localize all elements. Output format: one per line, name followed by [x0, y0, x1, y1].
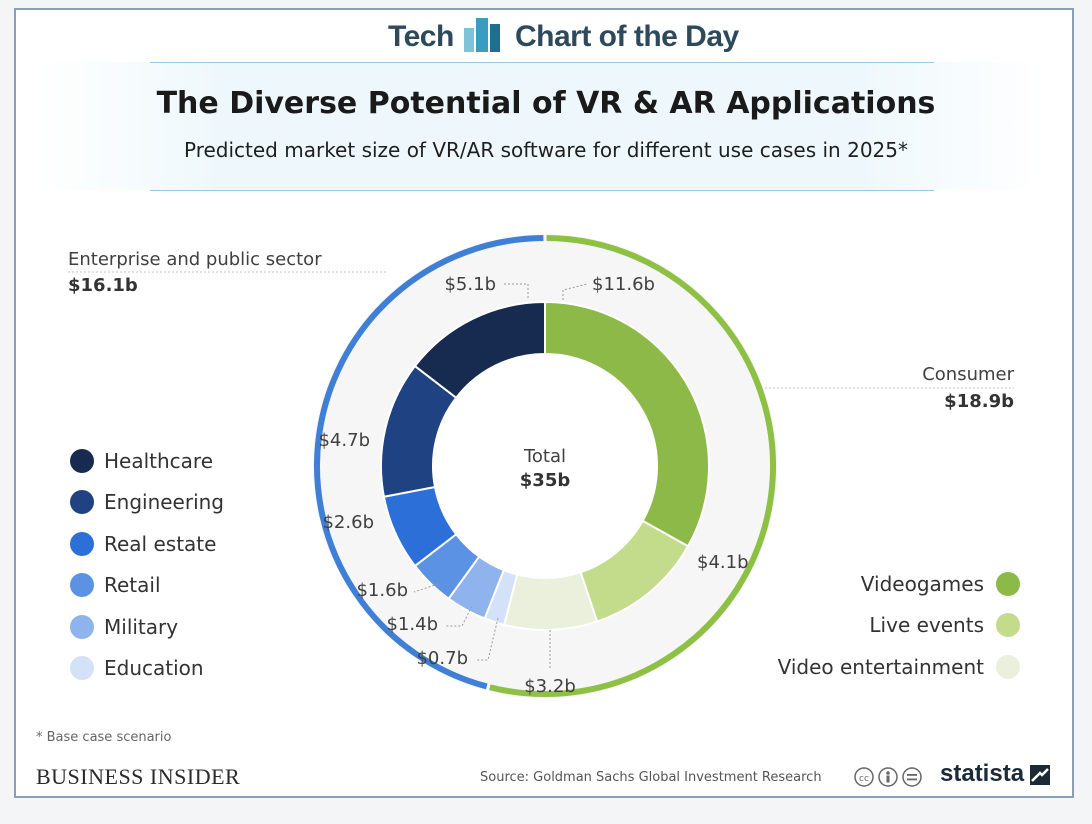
slice-videogames — [544, 300, 710, 548]
legend-swatch — [996, 613, 1020, 638]
statista-logo: statista — [940, 760, 1025, 787]
legend-right: Videogames Live events Video entertainment — [720, 571, 1020, 691]
legend-label: Healthcare — [104, 449, 214, 473]
outer-ring-enterprise — [314, 235, 544, 690]
title-band — [40, 62, 1040, 190]
center-value: $35b — [520, 470, 571, 491]
title-rule-bottom — [150, 190, 934, 191]
legend-item: Live events — [720, 612, 1020, 638]
legend-swatch — [996, 572, 1020, 596]
legend-label: Video entertainment — [777, 654, 984, 679]
value-label-education: $0.7b — [416, 648, 468, 669]
legend-item: Retail — [70, 572, 290, 598]
donut-hole — [434, 355, 656, 577]
leader-retail — [413, 583, 439, 593]
value-label-live-events: $4.1b — [697, 552, 749, 573]
value-label-engineering: $4.7b — [318, 430, 370, 451]
footnote: * Base case scenario — [36, 730, 172, 745]
value-label-military: $1.4b — [386, 614, 438, 635]
group-value-enterprise: $16.1b — [68, 275, 138, 296]
legend-label: Military — [104, 614, 179, 639]
value-label-retail: $1.6b — [356, 580, 408, 601]
chart-subtitle: Predicted market size of VR/AR software … — [183, 138, 908, 162]
legend-item: Education — [70, 655, 290, 681]
legend-swatch — [70, 490, 94, 515]
group-label-consumer: Consumer — [922, 364, 1014, 385]
chart-of-the-day-logo-icon — [464, 18, 500, 52]
value-label-videogames: $11.6b — [592, 274, 655, 295]
legend-swatch — [996, 654, 1020, 679]
legend-label: Real estate — [104, 531, 217, 556]
legend-item: Videogames — [720, 571, 1020, 597]
group-label-enterprise: Enterprise and public sector — [68, 249, 322, 270]
legend-item: Video entertainment — [720, 654, 1020, 680]
legend-swatch — [70, 656, 94, 680]
legend-label: Education — [104, 656, 204, 680]
leader-videogames — [562, 283, 588, 300]
legend-swatch — [70, 449, 94, 473]
header-chart-of-the-day: Chart of the Day — [515, 20, 739, 53]
value-label-real-estate: $2.6b — [322, 512, 374, 533]
leader-healthcare — [504, 283, 529, 300]
statista-logo-icon — [1030, 765, 1050, 785]
center-label: Total — [523, 446, 566, 467]
legend-item: Engineering — [70, 489, 290, 515]
svg-text:cc: cc — [859, 774, 869, 784]
creative-commons-icon: cc — [854, 767, 922, 787]
legend-item: Real estate — [70, 531, 290, 557]
group-value-consumer: $18.9b — [944, 391, 1014, 412]
outer-ring-consumer — [489, 235, 776, 697]
legend-item: Healthcare — [70, 448, 290, 474]
leader-military — [446, 605, 473, 627]
legend-swatch — [70, 531, 94, 556]
legend-label: Live events — [869, 613, 984, 638]
slice-healthcare — [413, 300, 546, 400]
legend-item: Military — [70, 614, 290, 640]
value-label-video-entertainment: $3.2b — [524, 676, 576, 697]
legend-label: Engineering — [104, 490, 224, 515]
legend-left: Healthcare Engineering Real estate Retail Mi… — [70, 448, 290, 688]
source-note: Source: Goldman Sachs Global Investment … — [480, 770, 822, 785]
slice-video-entertainment — [502, 570, 599, 631]
legend-label: Retail — [104, 573, 161, 598]
legend-swatch — [70, 573, 94, 598]
value-label-healthcare: $5.1b — [444, 274, 496, 295]
legend-label: Videogames — [860, 572, 984, 596]
chart-title: The Diverse Potential of VR & AR Applica… — [156, 86, 936, 121]
header-tech-label: Tech — [388, 20, 454, 53]
legend-swatch — [70, 614, 94, 639]
business-insider-logo: BUSINESS INSIDER — [36, 764, 241, 789]
title-rule-top — [150, 62, 934, 63]
